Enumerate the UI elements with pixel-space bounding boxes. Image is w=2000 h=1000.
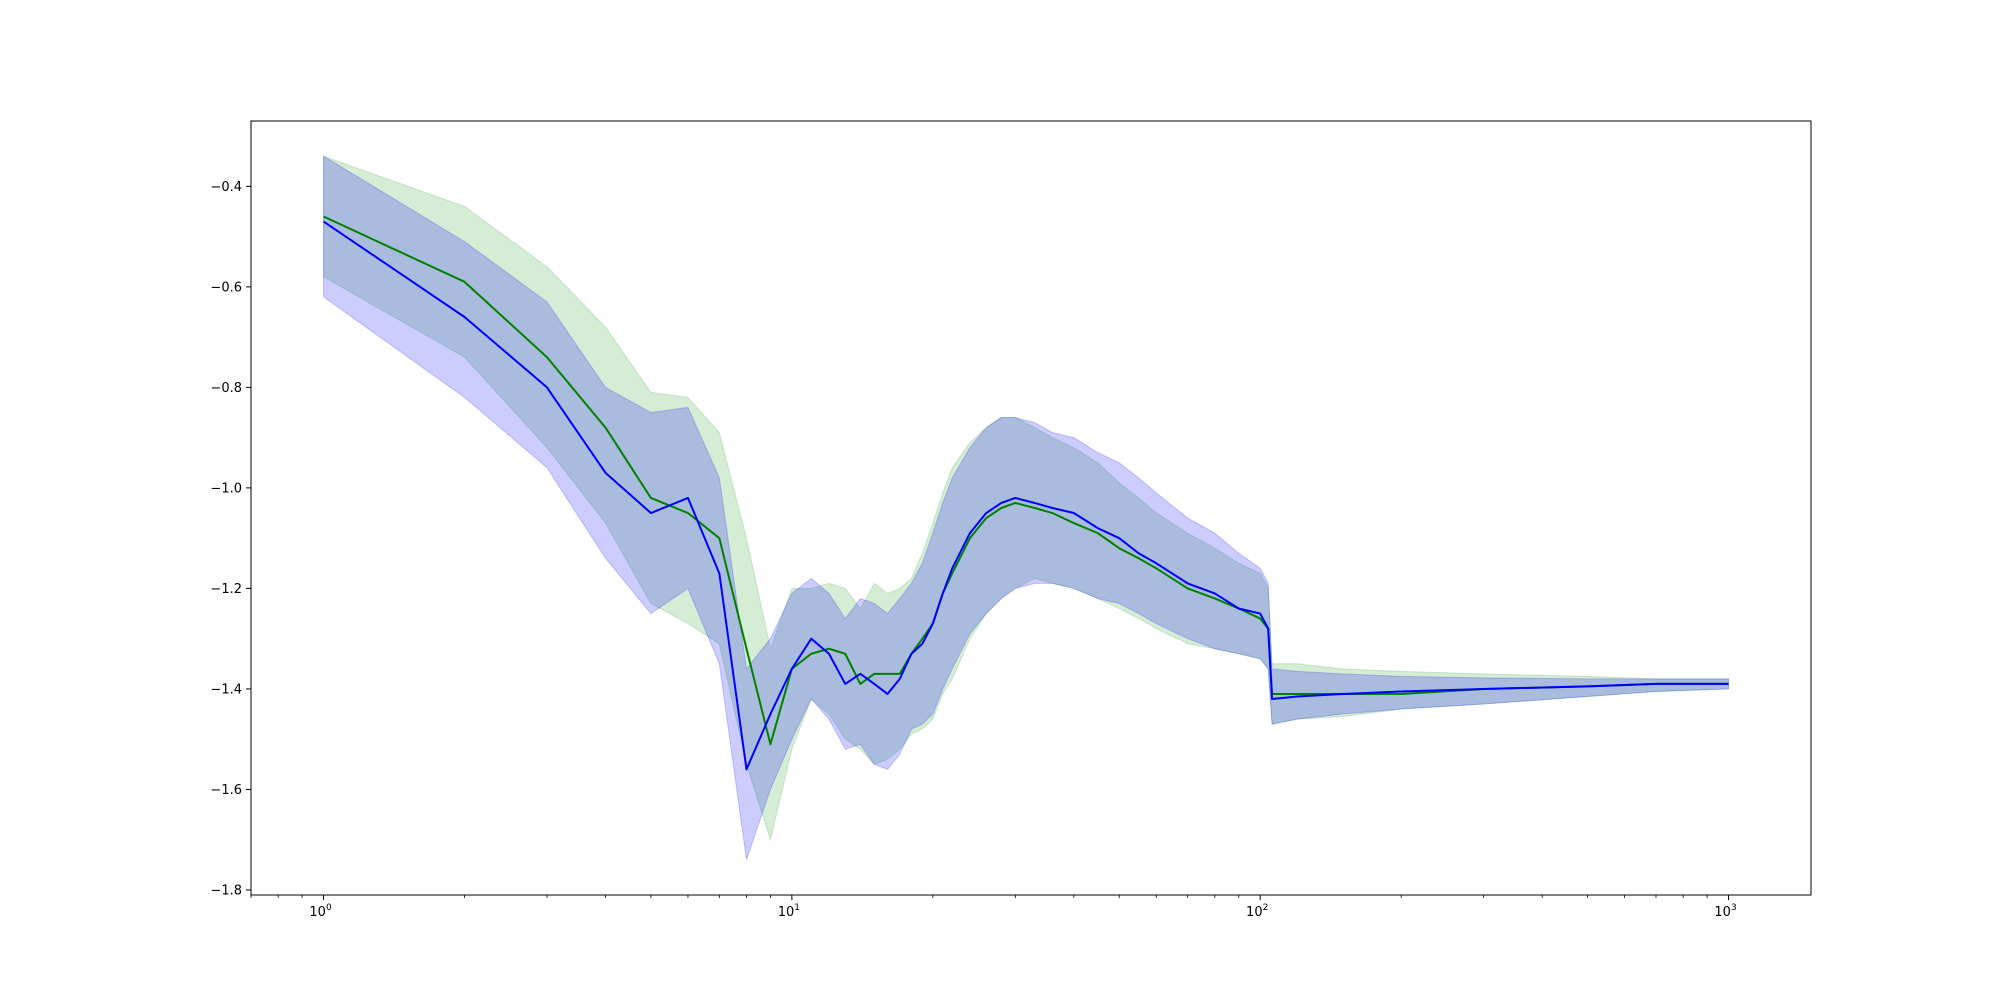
axes-frame	[250, 120, 1812, 896]
series-1-band	[323, 155, 1730, 842]
plot-area	[322, 155, 1730, 860]
x-tick-label: 100	[309, 903, 332, 920]
x-tick-label: 102	[1246, 903, 1268, 920]
x-tick-label: 101	[778, 903, 800, 920]
axes: −0.4 −0.6 −0.8 −1.0 −1.2 −1.4 −1.6 −1.8 100 101 10…	[210, 120, 1812, 920]
y-tick-label: −0.4	[210, 180, 242, 195]
series-2-line	[322, 220, 1729, 771]
y-tick-label: −1.2	[210, 582, 242, 597]
x-tick-label: 103	[1714, 903, 1736, 920]
y-tick-label: −1.0	[210, 481, 242, 496]
y-tick-label: −1.8	[210, 883, 242, 898]
y-tick-label: −1.6	[210, 783, 242, 798]
y-tick-label: −0.6	[210, 280, 242, 295]
y-tick-label: −1.4	[210, 682, 242, 697]
series-2-band	[323, 155, 1730, 860]
y-tick-label: −0.8	[210, 381, 242, 396]
